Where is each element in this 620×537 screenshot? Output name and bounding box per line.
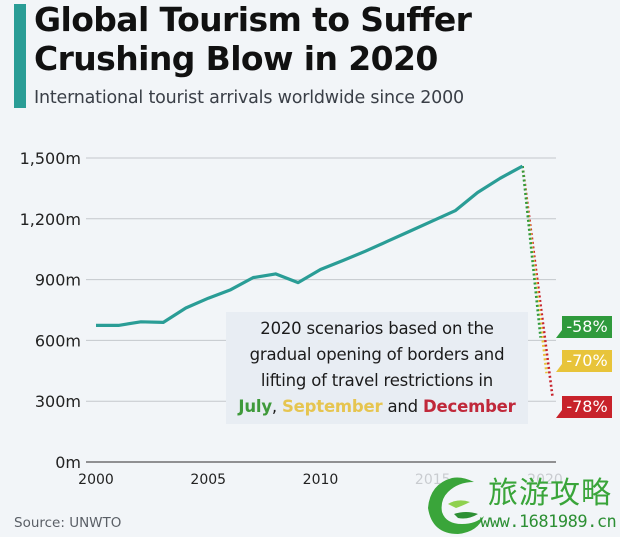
annotation-line-4: July, September and December bbox=[226, 394, 528, 420]
chart-title: Global Tourism to Suffer Crushing Blow i… bbox=[34, 0, 472, 78]
y-tick-label: 1,500m bbox=[20, 149, 81, 168]
september-label: September bbox=[281, 397, 383, 416]
annotation-line-2: gradual opening of borders and bbox=[249, 345, 505, 364]
y-tick-label: 300m bbox=[35, 392, 81, 411]
y-tick-label: 0m bbox=[55, 453, 81, 472]
watermark-text: 旅游攻略 bbox=[488, 476, 612, 511]
x-tick-label: 2020 bbox=[527, 472, 563, 488]
arrivals-line bbox=[96, 164, 524, 327]
scenario-line bbox=[521, 165, 542, 338]
scenario-dotted-lines bbox=[521, 165, 554, 398]
watermark-url: www.1681989.cn bbox=[480, 512, 617, 532]
scenario-annotation: 2020 scenarios based on the gradual open… bbox=[226, 312, 528, 424]
title-accent-bar bbox=[14, 4, 26, 108]
comma: , bbox=[271, 397, 282, 416]
watermark-logo-icon bbox=[428, 477, 484, 534]
x-tick-label: 2010 bbox=[303, 472, 339, 488]
source-label: Source: UNWTO bbox=[14, 515, 122, 531]
scenario-line bbox=[521, 165, 554, 398]
x-tick-label: 2000 bbox=[78, 472, 114, 488]
watermark: 旅游攻略 www.1681989.cn bbox=[418, 468, 618, 536]
badge-september: -70% bbox=[556, 350, 612, 372]
chart-subtitle: International tourist arrivals worldwide… bbox=[34, 88, 464, 108]
july-label: July bbox=[238, 397, 272, 416]
annotation-line-3: lifting of travel restrictions in bbox=[260, 371, 494, 390]
x-tick-label: 2005 bbox=[190, 472, 226, 488]
badge-december: -78% bbox=[556, 396, 612, 418]
y-tick-label: 600m bbox=[35, 331, 81, 350]
and-text: and bbox=[382, 397, 424, 416]
y-tick-label: 900m bbox=[35, 271, 81, 290]
y-axis-ticks: 0m 300m 600m 900m 1,200m 1,500m bbox=[20, 149, 81, 472]
annotation-line-1: 2020 scenarios based on the bbox=[260, 319, 494, 338]
badge-july: -58% bbox=[556, 316, 612, 338]
december-label: December bbox=[423, 397, 516, 416]
y-tick-label: 1,200m bbox=[20, 210, 81, 229]
